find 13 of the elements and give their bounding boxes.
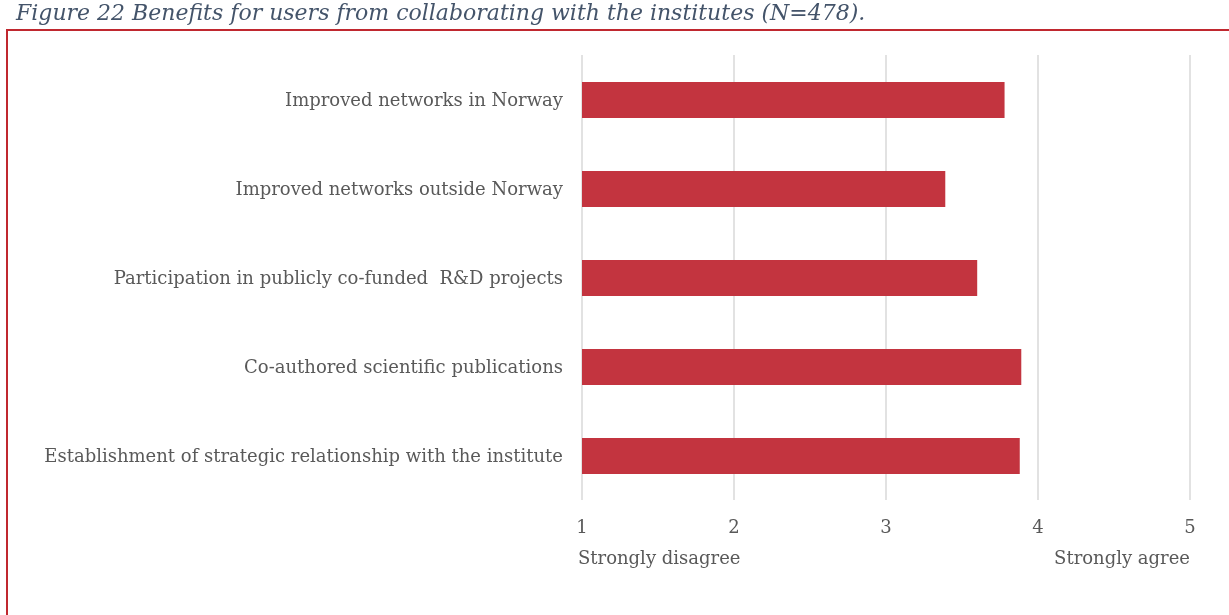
y-tick-label: Participation in publicly co-funded R&D projects: [113, 267, 563, 288]
y-tick-label: Establishment of strategic relationship with the institute: [44, 445, 563, 466]
x-tick-label: 4: [1032, 515, 1044, 537]
chart-title: Figure 22 Benefits for users from collaborating with the institutes (N=478).: [16, 0, 866, 26]
x-tick-label: 5: [1184, 515, 1196, 537]
y-tick-label: Co-authored scientific publications: [244, 356, 563, 377]
y-tick-label: Improved networks outside Norway: [235, 178, 564, 199]
x-tick-label: 3: [880, 515, 892, 537]
y-tick-label: Improved networks in Norway: [285, 89, 564, 110]
x-tick-label: 2: [728, 515, 740, 537]
x-tick-label: 1: [576, 515, 588, 537]
text: Strongly agree: [1054, 547, 1190, 568]
text: Strongly disagree: [578, 547, 741, 568]
